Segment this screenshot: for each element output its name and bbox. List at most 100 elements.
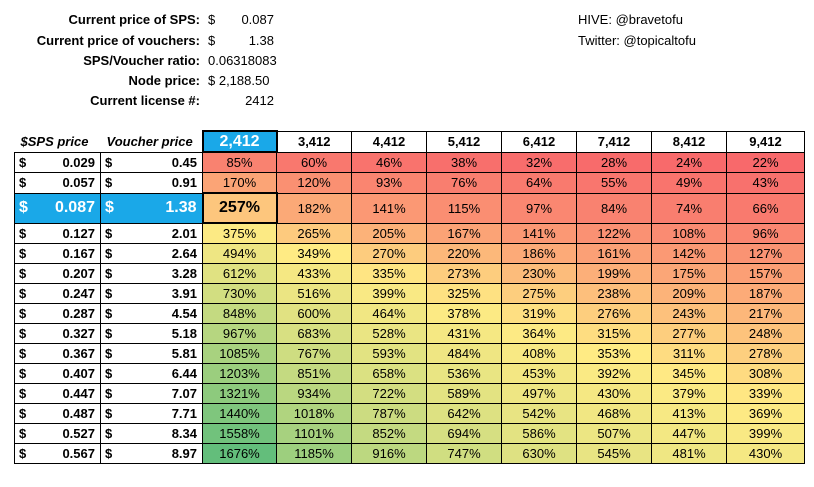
license-header-cell[interactable]: 2,412 <box>201 130 278 153</box>
voucher-price-cell[interactable]: $7.71 <box>100 403 203 424</box>
voucher-price-cell[interactable]: $1.38 <box>100 192 203 224</box>
sps-price-cell[interactable]: $0.447 <box>14 383 101 404</box>
roi-percent-cell[interactable]: 353% <box>576 343 652 364</box>
roi-percent-cell[interactable]: 1203% <box>202 363 277 384</box>
roi-percent-cell[interactable]: 600% <box>276 303 352 324</box>
roi-percent-cell[interactable]: 308% <box>726 363 805 384</box>
roi-percent-cell[interactable]: 484% <box>426 343 502 364</box>
sps-price-cell[interactable]: $0.207 <box>14 263 101 284</box>
roi-percent-cell[interactable]: 369% <box>726 403 805 424</box>
roi-percent-cell[interactable]: 182% <box>276 192 352 224</box>
roi-percent-cell[interactable]: 277% <box>651 323 727 344</box>
sps-price-cell[interactable]: $0.527 <box>14 423 101 444</box>
roi-percent-cell[interactable]: 319% <box>501 303 577 324</box>
roi-percent-cell[interactable]: 46% <box>351 151 427 173</box>
roi-percent-cell[interactable]: 528% <box>351 323 427 344</box>
roi-percent-cell[interactable]: 453% <box>501 363 577 384</box>
roi-percent-cell[interactable]: 1321% <box>202 383 277 404</box>
roi-percent-cell[interactable]: 157% <box>726 263 805 284</box>
roi-percent-cell[interactable]: 1018% <box>276 403 352 424</box>
voucher-price-cell[interactable]: $7.07 <box>100 383 203 404</box>
roi-percent-cell[interactable]: 447% <box>651 423 727 444</box>
roi-percent-cell[interactable]: 1185% <box>276 443 352 464</box>
sps-price-cell[interactable]: $0.487 <box>14 403 101 424</box>
voucher-price-cell[interactable]: $0.91 <box>100 172 203 194</box>
roi-percent-cell[interactable]: 74% <box>651 192 727 224</box>
roi-percent-cell[interactable]: 433% <box>276 263 352 284</box>
roi-percent-cell[interactable]: 339% <box>726 383 805 404</box>
voucher-price-cell[interactable]: $5.81 <box>100 343 203 364</box>
roi-percent-cell[interactable]: 852% <box>351 423 427 444</box>
sps-price-cell[interactable]: $0.247 <box>14 283 101 304</box>
roi-percent-cell[interactable]: 497% <box>501 383 577 404</box>
roi-percent-cell[interactable]: 161% <box>576 243 652 264</box>
voucher-price-cell[interactable]: $8.97 <box>100 443 203 464</box>
roi-percent-cell[interactable]: 141% <box>501 222 577 244</box>
roi-percent-cell[interactable]: 379% <box>651 383 727 404</box>
sps-price-cell[interactable]: $0.087 <box>14 192 101 224</box>
sps-price-cell[interactable]: $0.567 <box>14 443 101 464</box>
sps-price-cell[interactable]: $0.167 <box>14 243 101 264</box>
roi-percent-cell[interactable]: 84% <box>576 192 652 224</box>
voucher-price-cell[interactable]: $3.91 <box>100 283 203 304</box>
license-header-cell[interactable]: 9,412 <box>726 130 805 153</box>
roi-percent-cell[interactable]: 275% <box>501 283 577 304</box>
roi-percent-cell[interactable]: 199% <box>576 263 652 284</box>
roi-percent-cell[interactable]: 278% <box>726 343 805 364</box>
roi-percent-cell[interactable]: 32% <box>501 151 577 173</box>
roi-percent-cell[interactable]: 43% <box>726 172 805 194</box>
roi-percent-cell[interactable]: 431% <box>426 323 502 344</box>
roi-percent-cell[interactable]: 494% <box>202 243 277 264</box>
roi-percent-cell[interactable]: 612% <box>202 263 277 284</box>
voucher-price-cell[interactable]: $8.34 <box>100 423 203 444</box>
roi-percent-cell[interactable]: 586% <box>501 423 577 444</box>
roi-percent-cell[interactable]: 747% <box>426 443 502 464</box>
roi-percent-cell[interactable]: 120% <box>276 172 352 194</box>
roi-percent-cell[interactable]: 230% <box>501 263 577 284</box>
roi-percent-cell[interactable]: 142% <box>651 243 727 264</box>
roi-percent-cell[interactable]: 96% <box>726 222 805 244</box>
voucher-price-cell[interactable]: $5.18 <box>100 323 203 344</box>
voucher-price-cell[interactable]: $0.45 <box>100 151 203 173</box>
roi-percent-cell[interactable]: 392% <box>576 363 652 384</box>
roi-percent-cell[interactable]: 175% <box>651 263 727 284</box>
roi-percent-cell[interactable]: 273% <box>426 263 502 284</box>
roi-percent-cell[interactable]: 187% <box>726 283 805 304</box>
sps-price-cell[interactable]: $0.127 <box>14 222 101 244</box>
roi-percent-cell[interactable]: 66% <box>726 192 805 224</box>
roi-percent-cell[interactable]: 108% <box>651 222 727 244</box>
roi-percent-cell[interactable]: 220% <box>426 243 502 264</box>
roi-percent-cell[interactable]: 270% <box>351 243 427 264</box>
roi-percent-cell[interactable]: 170% <box>202 172 277 194</box>
voucher-price-cell[interactable]: $3.28 <box>100 263 203 284</box>
roi-percent-cell[interactable]: 349% <box>276 243 352 264</box>
roi-percent-cell[interactable]: 399% <box>726 423 805 444</box>
roi-percent-cell[interactable]: 468% <box>576 403 652 424</box>
roi-percent-cell[interactable]: 217% <box>726 303 805 324</box>
roi-percent-cell[interactable]: 167% <box>426 222 502 244</box>
sps-price-cell[interactable]: $0.407 <box>14 363 101 384</box>
sps-price-cell[interactable]: $0.367 <box>14 343 101 364</box>
roi-percent-cell[interactable]: 683% <box>276 323 352 344</box>
roi-percent-cell[interactable]: 38% <box>426 151 502 173</box>
roi-percent-cell[interactable]: 916% <box>351 443 427 464</box>
roi-percent-cell[interactable]: 545% <box>576 443 652 464</box>
roi-percent-cell[interactable]: 97% <box>501 192 577 224</box>
roi-percent-cell[interactable]: 22% <box>726 151 805 173</box>
roi-percent-cell[interactable]: 536% <box>426 363 502 384</box>
roi-percent-cell[interactable]: 589% <box>426 383 502 404</box>
roi-percent-cell[interactable]: 1558% <box>202 423 277 444</box>
license-header-cell[interactable]: 7,412 <box>576 130 652 153</box>
roi-percent-cell[interactable]: 1085% <box>202 343 277 364</box>
roi-percent-cell[interactable]: 243% <box>651 303 727 324</box>
roi-percent-cell[interactable]: 767% <box>276 343 352 364</box>
sps-price-cell[interactable]: $0.057 <box>14 172 101 194</box>
roi-percent-cell[interactable]: 593% <box>351 343 427 364</box>
sps-price-cell[interactable]: $0.029 <box>14 151 101 173</box>
roi-percent-cell[interactable]: 28% <box>576 151 652 173</box>
roi-percent-cell[interactable]: 276% <box>576 303 652 324</box>
roi-percent-cell[interactable]: 205% <box>351 222 427 244</box>
roi-percent-cell[interactable]: 481% <box>651 443 727 464</box>
roi-percent-cell[interactable]: 848% <box>202 303 277 324</box>
roi-percent-cell[interactable]: 1676% <box>202 443 277 464</box>
